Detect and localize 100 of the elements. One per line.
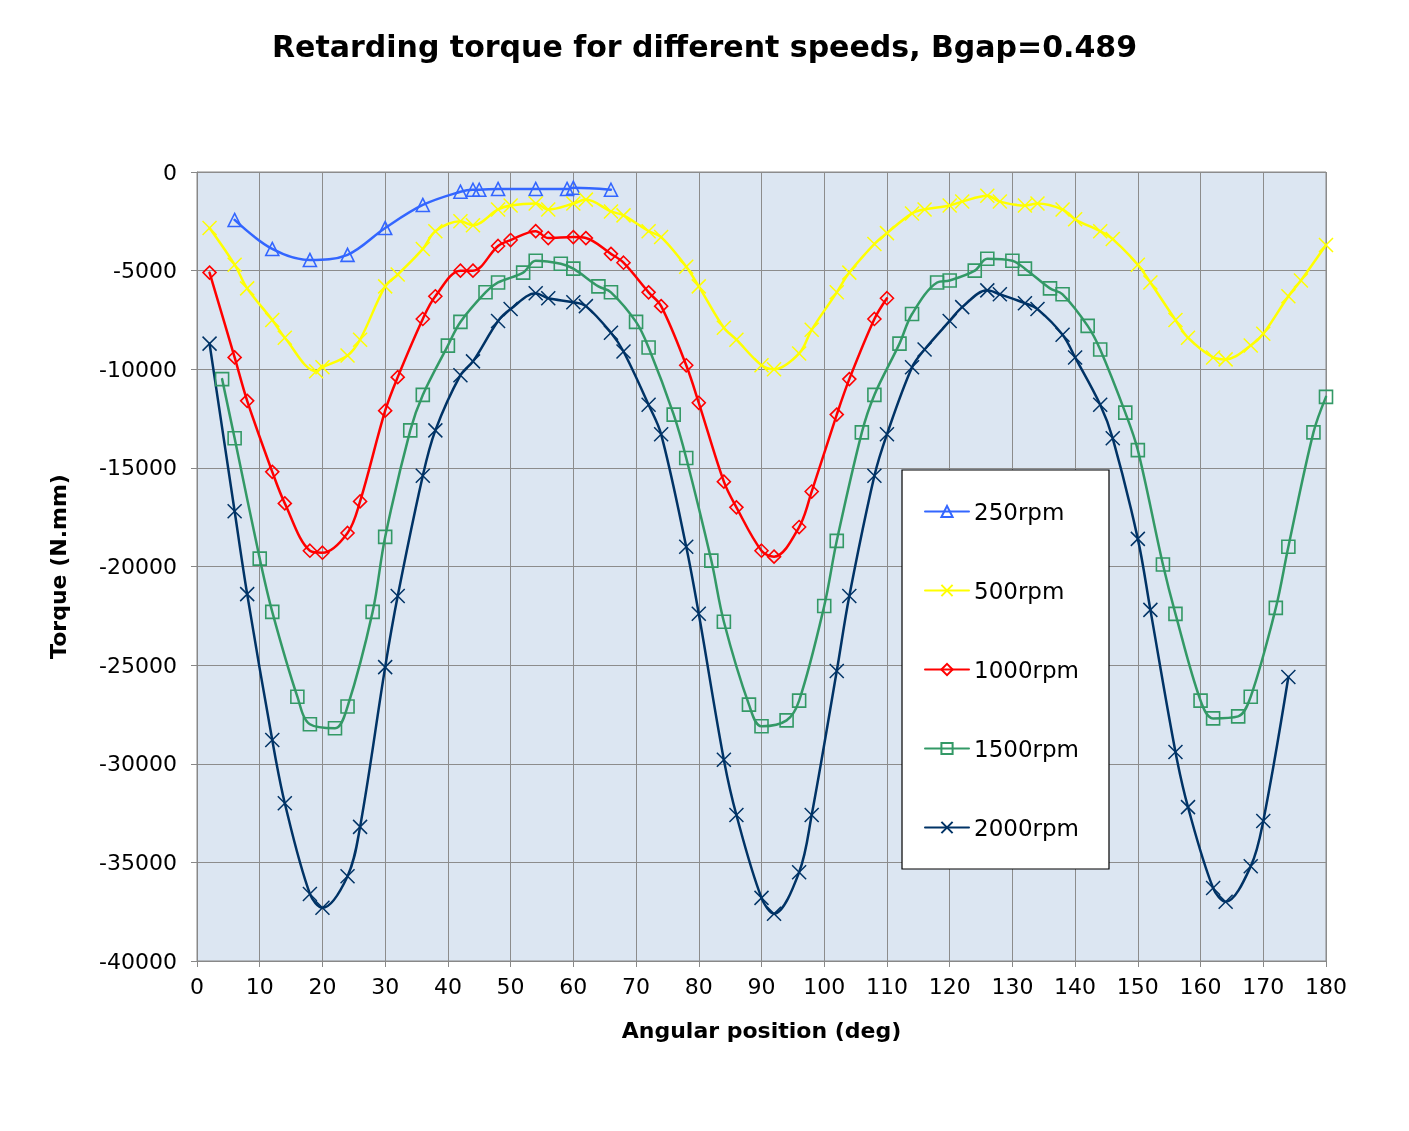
- point: [227, 350, 242, 365]
- point: [653, 229, 669, 245]
- x-tick-label: 180: [1305, 973, 1347, 999]
- point: [753, 890, 770, 906]
- point: [1205, 349, 1221, 366]
- point: [1230, 709, 1246, 724]
- y-tick-label: -15000: [99, 455, 177, 481]
- point: [327, 720, 343, 736]
- point: [415, 387, 431, 403]
- point: [1217, 894, 1234, 910]
- point: [653, 426, 669, 443]
- point: [1168, 606, 1183, 622]
- chart-title: Retarding torque for different speeds, Bgap=0.489: [271, 28, 1138, 64]
- point: [1280, 669, 1297, 685]
- point: [502, 197, 519, 214]
- point: [314, 899, 331, 916]
- point: [201, 220, 218, 236]
- point: [465, 182, 481, 198]
- point: [1242, 337, 1259, 354]
- point: [402, 423, 418, 438]
- point: [691, 606, 707, 622]
- point: [653, 298, 669, 314]
- point: [1281, 539, 1296, 555]
- point: [866, 468, 883, 484]
- y-tick-label: -10000: [99, 356, 177, 382]
- point: [227, 430, 242, 446]
- point: [954, 299, 970, 315]
- point: [804, 484, 819, 499]
- point: [1280, 288, 1297, 305]
- point: [841, 264, 858, 281]
- point: [1104, 430, 1121, 447]
- point: [377, 659, 393, 675]
- point: [628, 314, 644, 330]
- point: [352, 331, 368, 348]
- point: [1042, 281, 1058, 296]
- point: [728, 331, 745, 348]
- point: [427, 223, 444, 239]
- point: [678, 450, 694, 466]
- legend-label: 2000rpm: [974, 814, 1080, 841]
- point: [365, 604, 380, 620]
- y-tick-label: -25000: [99, 652, 177, 678]
- x-tick-label: 120: [928, 973, 971, 999]
- point: [640, 223, 657, 239]
- y-tick-label: -30000: [99, 751, 177, 777]
- point: [490, 201, 506, 218]
- point: [1167, 744, 1184, 760]
- x-tick-label: 150: [1116, 973, 1159, 999]
- point: [929, 275, 945, 290]
- point: [979, 187, 996, 204]
- point: [615, 343, 632, 360]
- point: [540, 230, 556, 246]
- point: [201, 335, 218, 352]
- point: [227, 212, 242, 228]
- x-tick-label: 90: [747, 973, 776, 999]
- point: [1130, 531, 1146, 547]
- point: [616, 255, 631, 271]
- point: [490, 275, 506, 290]
- point: [453, 263, 468, 278]
- point: [1142, 602, 1159, 618]
- point: [264, 241, 280, 257]
- point: [478, 285, 493, 300]
- point: [829, 533, 845, 549]
- x-tick-label: 40: [433, 973, 462, 999]
- point: [1205, 711, 1221, 726]
- y-tick-label: -40000: [99, 948, 177, 974]
- point: [766, 549, 782, 564]
- point: [1092, 223, 1108, 239]
- point: [867, 387, 882, 403]
- point: [892, 336, 907, 351]
- point: [214, 371, 230, 387]
- point: [415, 311, 431, 327]
- point: [1293, 272, 1309, 289]
- point: [1055, 287, 1070, 302]
- point: [1054, 326, 1071, 343]
- point: [1067, 349, 1083, 366]
- point: [452, 213, 469, 230]
- point: [879, 426, 895, 443]
- point: [678, 539, 694, 555]
- point: [1029, 301, 1046, 317]
- x-tick-label: 30: [371, 973, 400, 999]
- point: [979, 282, 996, 299]
- point: [340, 699, 355, 714]
- x-tick-label: 70: [622, 973, 651, 999]
- point: [1205, 880, 1221, 896]
- point: [302, 543, 318, 559]
- point: [277, 496, 293, 511]
- point: [741, 697, 757, 712]
- point: [1180, 329, 1196, 346]
- point: [578, 191, 594, 208]
- point: [829, 663, 845, 679]
- point: [641, 285, 656, 300]
- point: [453, 314, 468, 330]
- point: [992, 286, 1008, 303]
- point: [340, 247, 355, 263]
- point: [980, 251, 995, 267]
- point: [916, 201, 933, 218]
- point: [352, 819, 368, 835]
- point: [841, 588, 858, 604]
- point: [226, 256, 243, 273]
- point: [942, 273, 957, 288]
